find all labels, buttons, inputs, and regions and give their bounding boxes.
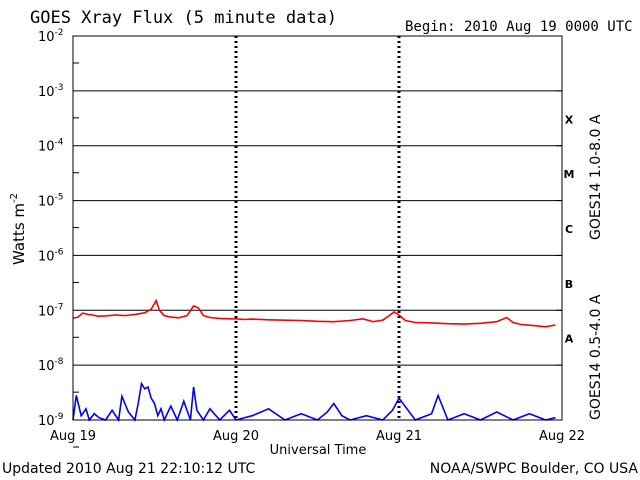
- y-tick-label-base: 10: [38, 30, 55, 45]
- y-tick-label-base: 10: [38, 359, 55, 374]
- plot-frame: [72, 35, 563, 421]
- y-tick-label: 10-5: [38, 193, 64, 210]
- y-tick-label: 10-6: [38, 247, 64, 264]
- y-tick-label-exponent: -7: [55, 302, 64, 312]
- y-tick-label-base: 10: [38, 304, 55, 319]
- y-axis-label-base: Watts m: [10, 203, 28, 265]
- y-tick-label: 10-7: [38, 302, 64, 319]
- y-tick-label: 10-8: [38, 357, 64, 374]
- x-tick-label: Aug 19: [50, 429, 96, 444]
- y-tick-labels: 10-210-310-410-510-610-710-810-9: [38, 28, 64, 429]
- y-tick-label-exponent: -5: [55, 193, 64, 203]
- flare-class-label: A: [565, 333, 574, 346]
- y-tick-label: 10-3: [38, 83, 64, 100]
- series-label: GOES14 1.0-8.0 A: [588, 114, 604, 240]
- series-labels: GOES14 1.0-8.0 A GOES14 0.5-4.0 A: [588, 114, 604, 420]
- y-tick-label-exponent: -6: [55, 247, 64, 257]
- y-axis-label: Watts m-2: [9, 193, 28, 265]
- y-tick-label-base: 10: [38, 249, 55, 264]
- x-gridlines: [234, 36, 401, 420]
- x-tick-label: Aug 21: [376, 429, 422, 444]
- y-tick-label-base: 10: [38, 195, 55, 210]
- begin-label: Begin: 2010 Aug 19 0000 UTC: [405, 19, 633, 35]
- y-tick-label-exponent: -4: [55, 138, 64, 148]
- flare-class-label: X: [565, 113, 574, 126]
- x-tick-label: Aug 22: [539, 429, 585, 444]
- x-tick-label: Aug 20: [213, 429, 259, 444]
- y-tick-label-exponent: -9: [55, 412, 64, 422]
- x-axis-label: Universal Time: [270, 443, 367, 458]
- y-axis-label-exponent: -2: [9, 193, 20, 203]
- y-tick-label-exponent: -2: [55, 28, 64, 38]
- plot-background: [73, 36, 562, 420]
- y-tick-label-base: 10: [38, 140, 55, 155]
- y-tick-label-exponent: -8: [55, 357, 64, 367]
- y-tick-label-base: 10: [38, 85, 55, 100]
- flare-class-label: M: [564, 168, 575, 181]
- source-label: NOAA/SWPC Boulder, CO USA: [430, 461, 639, 477]
- y-tick-label: 10-9: [38, 412, 64, 429]
- series-line-long-wavelength: [72, 298, 556, 328]
- y-tick-label: 10-2: [38, 28, 64, 45]
- y-tick-label-exponent: -3: [55, 83, 64, 93]
- y-tick-label-base: 10: [38, 414, 55, 429]
- flare-class-labels: X M C B A: [564, 113, 575, 345]
- plot-area: [72, 35, 563, 448]
- x-tick-labels: Aug 19 Aug 20 Aug 21 Aug 22: [50, 429, 585, 444]
- flare-class-label: C: [565, 223, 573, 236]
- y-tick-label: 10-4: [38, 138, 64, 155]
- series-label: GOES14 0.5-4.0 A: [588, 294, 604, 420]
- chart-title: GOES Xray Flux (5 minute data): [30, 8, 337, 28]
- flare-class-label: B: [565, 278, 573, 291]
- updated-label: Updated 2010 Aug 21 22:10:12 UTC: [2, 461, 255, 477]
